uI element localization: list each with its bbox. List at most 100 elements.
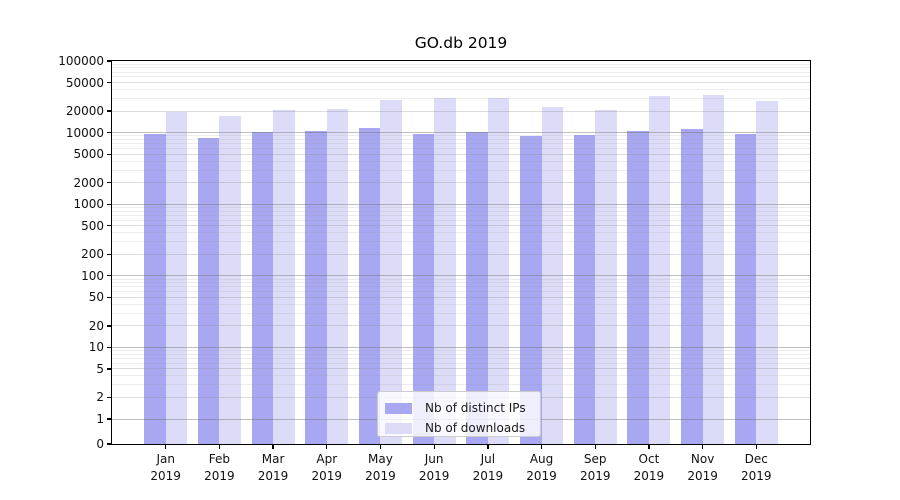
x-tick-label-line: Jul (480, 452, 496, 466)
bar (144, 134, 166, 444)
x-tick-label-line: Oct (638, 452, 660, 466)
x-tick-label-line: May (368, 452, 393, 466)
y-tick-mark (107, 253, 112, 255)
y-tick-mark (107, 132, 112, 134)
x-tick-label-line: Apr (316, 452, 338, 466)
legend-item-downloads: Nb of downloads (385, 418, 540, 438)
bar (756, 100, 778, 444)
x-tick-label: Nov 2019 (671, 451, 735, 484)
x-tick-label-line: 2019 (633, 468, 665, 483)
x-tick-label: Mar 2019 (241, 451, 305, 484)
y-tick-label: 5000 (73, 147, 104, 162)
bar (273, 109, 295, 444)
legend-swatch-distinct-ips (385, 402, 412, 414)
y-tick-mark (107, 60, 112, 62)
y-tick-label: 0 (96, 437, 104, 451)
x-tick-label-line: 2019 (204, 468, 235, 483)
y-tick-mark (107, 368, 112, 370)
x-tick-mark (594, 444, 596, 449)
y-tick-mark (107, 443, 112, 445)
x-tick-label: Apr 2019 (295, 451, 359, 484)
plot-area: Nb of distinct IPs Nb of downloads (111, 60, 811, 445)
bar (326, 108, 349, 444)
x-tick-label-line: Dec (744, 452, 768, 466)
x-tick-label-line: 2019 (418, 468, 450, 483)
x-tick-label: Jun 2019 (402, 451, 466, 484)
y-tick-mark (107, 396, 112, 399)
x-tick-mark (165, 444, 167, 449)
y-tick-mark (107, 182, 112, 184)
y-tick-mark (107, 275, 112, 277)
x-tick-label-line: Aug (529, 452, 554, 466)
y-tick-label: 50 (88, 290, 104, 305)
x-tick-mark (648, 444, 650, 449)
x-tick-label: Feb 2019 (187, 451, 251, 484)
y-tick-mark (107, 110, 112, 112)
y-tick-label: 500 (81, 218, 104, 233)
y-tick-label: 2 (96, 390, 104, 405)
bar (305, 131, 327, 444)
x-tick-label-line: 2019 (150, 468, 181, 483)
bar (197, 138, 220, 444)
y-tick-label: 200 (81, 247, 104, 262)
x-tick-label-line: 2019 (741, 468, 772, 483)
x-tick-label-line: 2019 (311, 468, 343, 483)
x-tick-label: Aug 2019 (510, 451, 574, 484)
bars-layer (112, 61, 810, 444)
y-tick-label: 5 (96, 361, 104, 376)
bar (219, 116, 241, 444)
x-tick-label: Oct 2019 (617, 451, 681, 484)
x-tick-label-line: Mar (261, 452, 285, 466)
x-tick-label-line: 2019 (365, 468, 396, 483)
y-tick-label: 20 (88, 318, 104, 333)
x-tick-mark (379, 444, 382, 449)
x-tick-label-line: Feb (208, 452, 230, 466)
x-tick-label-line: 2019 (526, 468, 557, 483)
x-tick-mark (433, 444, 435, 449)
bar (466, 131, 488, 444)
x-tick-label: Jan 2019 (134, 451, 198, 484)
bar (573, 134, 596, 444)
x-tick-label: Sep 2019 (563, 451, 627, 484)
y-tick-label: 100000 (58, 54, 104, 68)
y-tick-mark (107, 225, 112, 227)
legend-swatch-downloads (385, 422, 412, 434)
x-tick-mark (218, 444, 221, 449)
y-tick-label: 20000 (65, 104, 104, 119)
bar (627, 131, 649, 444)
y-tick-mark (107, 81, 112, 84)
x-tick-label-line: 2019 (472, 468, 504, 483)
y-tick-mark (107, 325, 112, 327)
y-tick-label: 2000 (73, 175, 104, 190)
bar (358, 127, 381, 444)
bar (165, 112, 188, 444)
legend-label-distinct-ips: Nb of distinct IPs (425, 401, 526, 415)
y-tick-label: 1000 (73, 197, 104, 212)
x-tick-label: May 2019 (348, 451, 412, 484)
x-tick-label: Jul 2019 (456, 451, 520, 484)
x-tick-label-line: Jun (424, 452, 444, 466)
x-tick-label-line: Jan (156, 452, 175, 466)
bar (648, 96, 671, 444)
x-tick-label-line: 2019 (579, 468, 611, 483)
x-tick-mark (487, 444, 489, 449)
x-tick-mark (540, 444, 543, 449)
x-tick-label-line: Sep (583, 452, 607, 466)
y-tick-mark (107, 346, 112, 349)
y-tick-label: 1 (96, 412, 104, 426)
y-tick-mark (107, 296, 112, 299)
bar (541, 106, 564, 444)
bar (681, 128, 703, 444)
x-tick-label-line: Nov (690, 452, 715, 466)
bar (434, 97, 456, 444)
bar (251, 131, 274, 444)
bar (520, 135, 542, 444)
y-tick-mark (107, 203, 112, 205)
y-tick-mark (107, 153, 112, 155)
bar (412, 133, 435, 444)
bar (595, 109, 617, 444)
x-tick-label: Dec 2019 (724, 451, 788, 484)
legend-label-downloads: Nb of downloads (425, 421, 526, 435)
x-tick-mark (702, 444, 704, 449)
